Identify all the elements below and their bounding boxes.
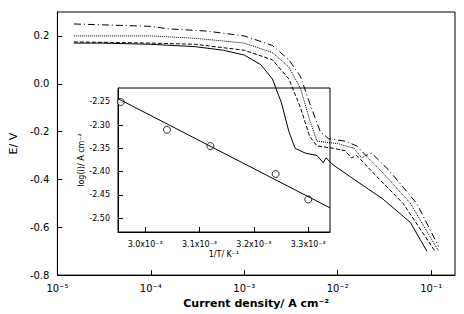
svg-text:-0.2: -0.2 xyxy=(30,126,50,137)
svg-text:-0.6: -0.6 xyxy=(30,222,50,233)
svg-text:E/ V: E/ V xyxy=(7,132,20,154)
svg-text:-0.4: -0.4 xyxy=(30,174,50,185)
svg-text:-2.40: -2.40 xyxy=(89,167,110,176)
svg-text:3.2x10⁻³: 3.2x10⁻³ xyxy=(236,240,271,249)
svg-text:3.1x10⁻³: 3.1x10⁻³ xyxy=(182,240,217,249)
svg-text:3.0x10⁻³: 3.0x10⁻³ xyxy=(128,240,163,249)
svg-text:10⁻²: 10⁻² xyxy=(327,283,349,294)
svg-text:10⁻¹: 10⁻¹ xyxy=(420,283,442,294)
svg-text:10⁻⁵: 10⁻⁵ xyxy=(46,283,68,294)
svg-text:-0.8: -0.8 xyxy=(30,270,50,281)
svg-text:Current density/ A cm⁻²: Current density/ A cm⁻² xyxy=(183,297,329,310)
svg-text:log(i)/ A cm⁻²: log(i)/ A cm⁻² xyxy=(77,133,86,187)
svg-text:-2.25: -2.25 xyxy=(89,97,110,106)
svg-text:-2.50: -2.50 xyxy=(89,214,110,223)
svg-text:0.0: 0.0 xyxy=(34,78,50,89)
svg-text:1/T/ K⁻¹: 1/T/ K⁻¹ xyxy=(209,250,240,259)
svg-text:-2.30: -2.30 xyxy=(89,121,110,130)
svg-text:3.3x10⁻³: 3.3x10⁻³ xyxy=(291,240,326,249)
svg-text:10⁻³: 10⁻³ xyxy=(233,283,255,294)
svg-text:0.2: 0.2 xyxy=(34,30,50,41)
svg-text:-2.35: -2.35 xyxy=(89,144,110,153)
svg-text:-2.45: -2.45 xyxy=(89,190,110,199)
svg-text:10⁻⁴: 10⁻⁴ xyxy=(140,283,162,294)
